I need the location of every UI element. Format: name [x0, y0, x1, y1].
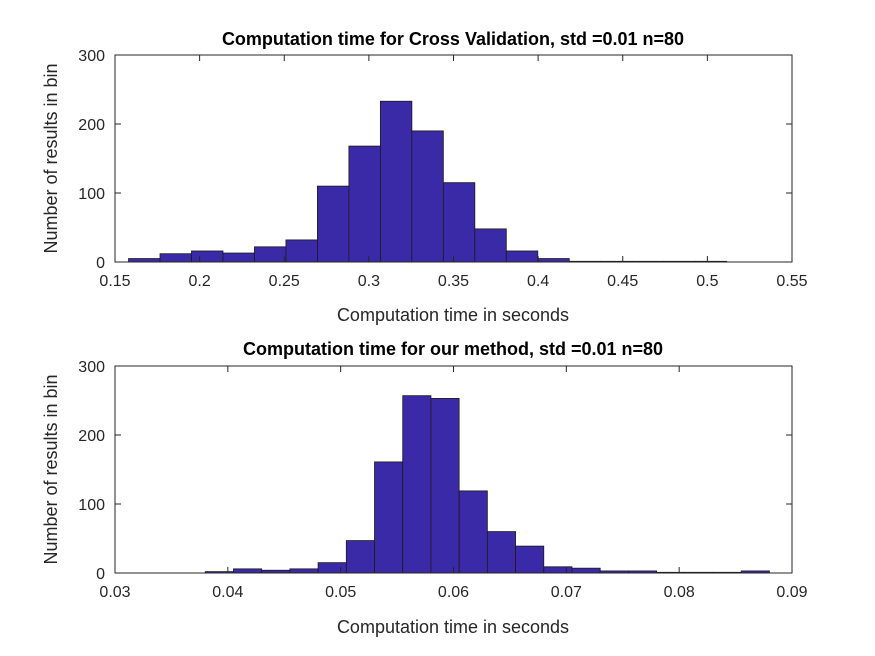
our-method-histogram: 0.03 0.04 0.05 0.06 0.07 0.08 0.09 0 100 200 300 C… — [41, 339, 808, 637]
x-tick-label: 0.4 — [527, 273, 549, 290]
histogram-bar — [411, 130, 444, 263]
x-tick-label: 0.08 — [664, 584, 695, 601]
histogram-bar — [285, 239, 318, 263]
x-tick-label: 0.35 — [438, 273, 469, 290]
histogram-bar — [222, 252, 255, 263]
histogram-bar — [254, 246, 287, 263]
x-tick-label: 0.55 — [776, 273, 807, 290]
x-axis-label: Computation time in seconds — [337, 617, 569, 637]
bars-group — [204, 395, 770, 574]
histogram-bar — [430, 398, 460, 574]
x-tick-label: 0.04 — [212, 584, 243, 601]
histogram-bar — [191, 250, 224, 263]
bars-group — [128, 100, 728, 263]
x-tick-label: 0.45 — [607, 273, 638, 290]
cross-validation-histogram: 0.15 0.2 0.25 0.3 0.35 0.4 0.45 0.5 0.55 0 100 200 3… — [41, 29, 808, 325]
y-tick-label: 200 — [78, 117, 105, 134]
x-tick-label: 0.25 — [269, 273, 300, 290]
histogram-bar — [289, 568, 319, 574]
plot-frame — [114, 365, 793, 574]
x-tick-label: 0.15 — [99, 273, 130, 290]
x-tick-label: 0.07 — [551, 584, 582, 601]
histogram-bar — [379, 100, 413, 263]
ticks-group: 0.15 0.2 0.25 0.3 0.35 0.4 0.45 0.5 0.55 0 100 200 3… — [78, 48, 807, 290]
x-tick-label: 0.3 — [358, 273, 380, 290]
histogram-bar — [458, 490, 488, 574]
histogram-bar — [486, 531, 516, 574]
y-tick-label: 200 — [78, 428, 105, 445]
x-tick-label: 0.2 — [189, 273, 211, 290]
ticks-group: 0.03 0.04 0.05 0.06 0.07 0.08 0.09 0 100 200 300 — [78, 359, 807, 601]
y-axis-label: Number of results in bin — [41, 63, 61, 253]
x-axis-label: Computation time in seconds — [337, 305, 569, 325]
x-tick-label: 0.03 — [99, 584, 130, 601]
y-axis-label: Number of results in bin — [41, 374, 61, 564]
histogram-bar — [442, 182, 476, 263]
histogram-bar — [128, 258, 161, 263]
histogram-bar — [233, 568, 263, 574]
histogram-bar — [515, 545, 545, 574]
histogram-bar — [317, 185, 350, 263]
chart-title: Computation time for our method, std =0.… — [243, 339, 663, 359]
histogram-bar — [348, 145, 381, 263]
chart-title: Computation time for Cross Validation, s… — [222, 29, 684, 49]
x-tick-label: 0.05 — [325, 584, 356, 601]
histogram-bar — [402, 395, 432, 574]
x-tick-label: 0.06 — [438, 584, 469, 601]
histogram-bar — [505, 250, 539, 263]
histogram-bar — [374, 461, 404, 574]
y-tick-label: 300 — [78, 359, 105, 376]
x-tick-label: 0.09 — [776, 584, 807, 601]
y-tick-label: 300 — [78, 48, 105, 65]
y-tick-label: 100 — [78, 186, 105, 203]
histogram-bar — [159, 253, 192, 263]
y-tick-label: 100 — [78, 497, 105, 514]
histogram-bar — [543, 566, 573, 574]
histogram-bar — [537, 258, 570, 263]
histogram-bar — [317, 562, 347, 574]
histogram-bar — [345, 540, 375, 574]
histogram-bar — [474, 228, 507, 263]
y-tick-label: 0 — [96, 255, 105, 272]
histogram-bar — [571, 567, 601, 574]
x-tick-label: 0.5 — [696, 273, 718, 290]
y-tick-label: 0 — [96, 566, 105, 583]
plot-frame — [114, 54, 793, 263]
